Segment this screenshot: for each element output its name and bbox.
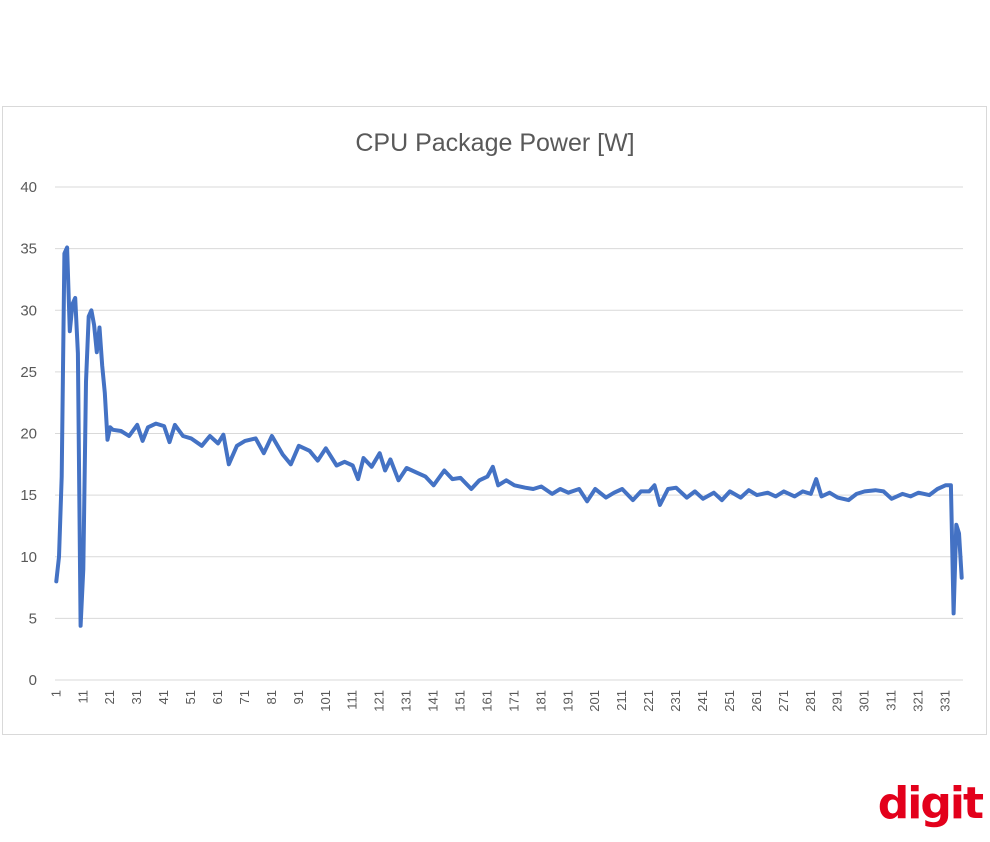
x-tick-label: 171 (506, 690, 521, 712)
y-axis-ticks: 0 5 10 15 20 25 30 35 40 (20, 179, 37, 689)
x-tick-label: 41 (156, 690, 171, 704)
x-tick-label: 121 (372, 690, 387, 712)
chart-frame: CPU Package Power [W] 0 5 10 15 20 25 30 35 40 1… (2, 106, 987, 735)
x-tick-label: 51 (183, 690, 198, 704)
y-tick-label: 5 (29, 610, 37, 627)
x-tick-label: 21 (102, 690, 117, 704)
x-tick-label: 271 (776, 690, 791, 712)
x-tick-label: 201 (587, 690, 602, 712)
x-tick-label: 181 (533, 690, 548, 712)
x-tick-label: 191 (560, 690, 575, 712)
y-tick-label: 30 (20, 302, 37, 319)
x-tick-label: 251 (722, 690, 737, 712)
x-tick-label: 161 (479, 690, 494, 712)
x-tick-label: 241 (695, 690, 710, 712)
y-tick-label: 10 (20, 549, 37, 566)
x-tick-label: 261 (749, 690, 764, 712)
x-tick-label: 81 (264, 690, 279, 704)
digit-logo: digit (877, 778, 984, 829)
y-tick-label: 35 (20, 241, 37, 258)
x-axis-ticks: 1 11 21 31 41 51 61 71 81 91 101 111 121 131 141 151 161… (48, 690, 952, 712)
x-tick-label: 31 (129, 690, 144, 704)
x-tick-label: 231 (668, 690, 683, 712)
x-tick-label: 331 (937, 690, 952, 712)
x-tick-label: 131 (399, 690, 414, 712)
x-tick-label: 61 (210, 690, 225, 704)
x-tick-label: 301 (857, 690, 872, 712)
y-tick-label: 0 (29, 672, 37, 689)
x-tick-label: 91 (291, 690, 306, 704)
x-tick-label: 221 (641, 690, 656, 712)
series-line-cpu-power (54, 245, 964, 628)
x-tick-label: 101 (318, 690, 333, 712)
y-tick-label: 20 (20, 426, 37, 443)
x-tick-label: 1 (48, 690, 63, 697)
chart-title: CPU Package Power [W] (355, 129, 634, 157)
x-tick-label: 141 (426, 690, 441, 712)
x-tick-label: 211 (614, 690, 629, 711)
grid-layer (55, 186, 963, 681)
x-tick-label: 11 (75, 690, 90, 704)
x-tick-label: 281 (803, 690, 818, 712)
x-tick-label: 311 (884, 690, 899, 711)
x-tick-label: 321 (911, 690, 926, 712)
x-tick-label: 71 (237, 690, 252, 704)
y-tick-label: 40 (20, 179, 37, 196)
x-tick-label: 151 (453, 690, 468, 712)
chart-svg: CPU Package Power [W] 0 5 10 15 20 25 30 35 40 1… (20, 129, 964, 712)
x-tick-label: 111 (345, 690, 360, 710)
y-tick-label: 25 (20, 364, 37, 381)
x-tick-label: 291 (830, 690, 845, 712)
y-tick-label: 15 (20, 487, 37, 504)
